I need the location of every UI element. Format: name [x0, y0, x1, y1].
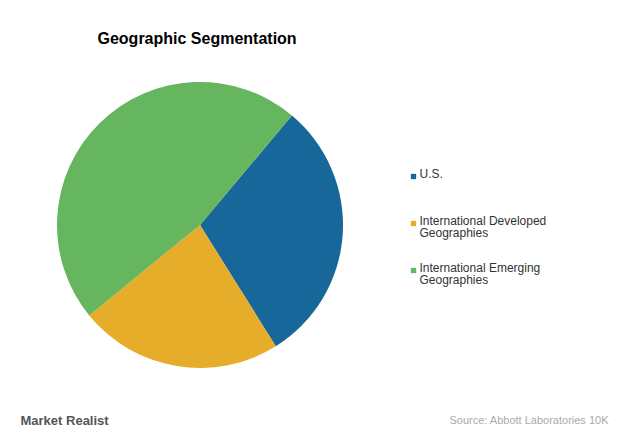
svg-text:Geographic Segmentation: Geographic Segmentation	[98, 30, 297, 47]
svg-text:Market Realist: Market Realist	[21, 413, 110, 428]
svg-text:International DevelopedGeograp: International DevelopedGeographies	[420, 214, 547, 240]
svg-text:U.S.: U.S.	[420, 167, 443, 181]
svg-text:Source: Abbott Laboratories 10: Source: Abbott Laboratories 10K	[450, 414, 610, 426]
svg-text:International EmergingGeograph: International EmergingGeographies	[420, 261, 541, 287]
